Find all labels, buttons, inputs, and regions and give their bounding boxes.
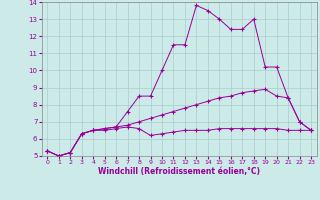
X-axis label: Windchill (Refroidissement éolien,°C): Windchill (Refroidissement éolien,°C)	[98, 167, 260, 176]
